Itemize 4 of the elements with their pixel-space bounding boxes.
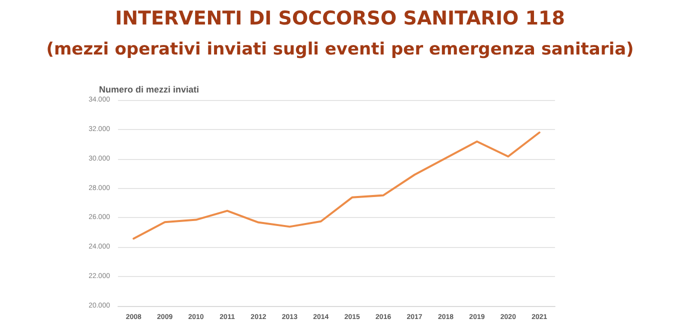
line-series — [132, 132, 540, 240]
chart-title: INTERVENTI DI SOCCORSO SANITARIO 118 — [115, 8, 565, 30]
chart-subtitle: (mezzi operativi inviati sugli eventi per emergenza sanitaria) — [46, 40, 634, 60]
y-axis-title: Numero di mezzi inviati — [99, 84, 200, 94]
